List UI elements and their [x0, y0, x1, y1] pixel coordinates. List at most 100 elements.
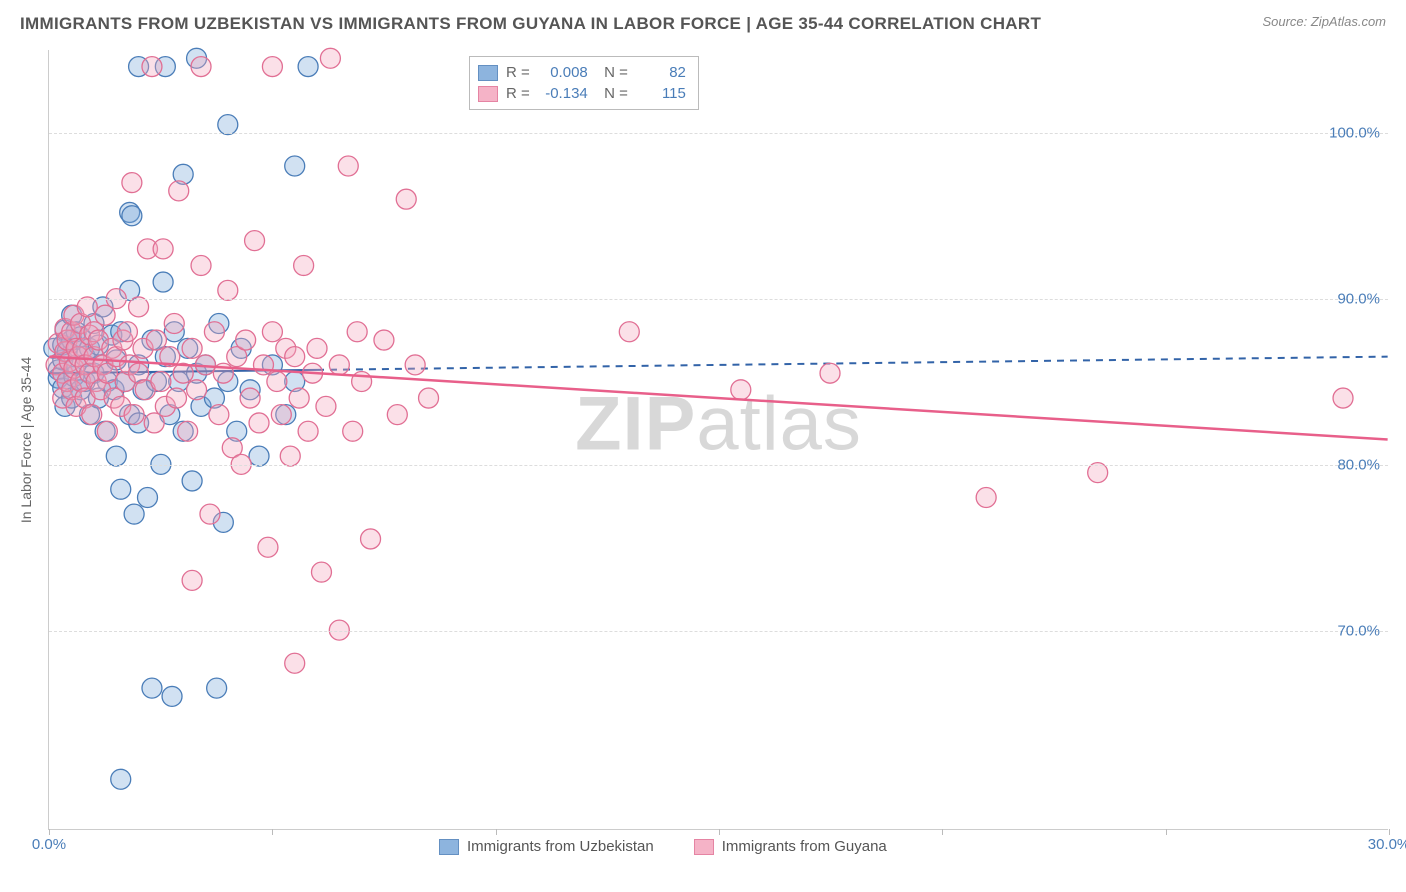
gridline-h	[49, 299, 1388, 300]
scatter-point	[200, 504, 220, 524]
scatter-point	[289, 388, 309, 408]
scatter-point	[111, 769, 131, 789]
scatter-point	[169, 181, 189, 201]
x-tick-mark	[272, 829, 273, 835]
scatter-point	[97, 421, 117, 441]
scatter-point	[191, 57, 211, 77]
scatter-point	[182, 570, 202, 590]
scatter-point	[285, 347, 305, 367]
x-tick-mark	[1389, 829, 1390, 835]
x-tick-mark	[1166, 829, 1167, 835]
scatter-point	[307, 338, 327, 358]
scatter-point	[374, 330, 394, 350]
scatter-point	[262, 322, 282, 342]
scatter-point	[218, 280, 238, 300]
gridline-h	[49, 465, 1388, 466]
scatter-point	[82, 405, 102, 425]
scatter-point	[167, 388, 187, 408]
scatter-point	[419, 388, 439, 408]
x-tick-mark	[719, 829, 720, 835]
scatter-point	[976, 488, 996, 508]
gridline-h	[49, 133, 1388, 134]
scatter-point	[262, 57, 282, 77]
scatter-point	[124, 504, 144, 524]
legend-label-1: Immigrants from Guyana	[722, 838, 887, 855]
scatter-point	[178, 421, 198, 441]
scatter-point	[820, 363, 840, 383]
scatter-point	[207, 678, 227, 698]
scatter-point	[182, 338, 202, 358]
scatter-point	[361, 529, 381, 549]
scatter-point	[240, 388, 260, 408]
scatter-point	[396, 189, 416, 209]
scatter-point	[311, 562, 331, 582]
y-tick-label: 100.0%	[1329, 124, 1380, 141]
stats-row-1: R = -0.134 N = 115	[478, 83, 686, 104]
bottom-legend: Immigrants from Uzbekistan Immigrants fr…	[439, 838, 887, 855]
scatter-point	[106, 446, 126, 466]
scatter-point	[285, 653, 305, 673]
scatter-point	[142, 678, 162, 698]
scatter-point	[387, 405, 407, 425]
y-axis-title: In Labor Force | Age 35-44	[18, 357, 34, 523]
title-bar: IMMIGRANTS FROM UZBEKISTAN VS IMMIGRANTS…	[0, 0, 1406, 44]
scatter-point	[347, 322, 367, 342]
legend-item-0: Immigrants from Uzbekistan	[439, 838, 654, 855]
scatter-point	[253, 355, 273, 375]
scatter-point	[249, 413, 269, 433]
n-label-1: N =	[596, 85, 628, 102]
scatter-point	[320, 48, 340, 68]
plot-area: ZIPatlas R = 0.008 N = 82 R = -0.134 N =…	[48, 50, 1388, 830]
scatter-point	[151, 372, 171, 392]
r-val-0: 0.008	[538, 64, 588, 81]
scatter-point	[122, 173, 142, 193]
legend-swatch-0	[439, 839, 459, 855]
scatter-point	[187, 380, 207, 400]
scatter-point	[285, 156, 305, 176]
r-label-1: R =	[506, 85, 530, 102]
scatter-point	[138, 488, 158, 508]
scatter-point	[164, 313, 184, 333]
chart-title: IMMIGRANTS FROM UZBEKISTAN VS IMMIGRANTS…	[20, 14, 1041, 34]
y-tick-label: 90.0%	[1337, 290, 1380, 307]
scatter-point	[619, 322, 639, 342]
scatter-point	[258, 537, 278, 557]
scatter-point	[117, 322, 137, 342]
legend-swatch-1	[694, 839, 714, 855]
scatter-point	[298, 57, 318, 77]
scatter-point	[316, 396, 336, 416]
legend-item-1: Immigrants from Guyana	[694, 838, 887, 855]
scatter-point	[209, 405, 229, 425]
scatter-point	[271, 405, 291, 425]
r-val-1: -0.134	[538, 85, 588, 102]
scatter-point	[329, 355, 349, 375]
scatter-point	[249, 446, 269, 466]
gridline-h	[49, 631, 1388, 632]
scatter-point	[191, 255, 211, 275]
scatter-point	[124, 405, 144, 425]
scatter-point	[298, 421, 318, 441]
scatter-point	[405, 355, 425, 375]
trend-line-dashed	[317, 357, 1388, 370]
scatter-point	[153, 272, 173, 292]
scatter-point	[153, 239, 173, 259]
y-tick-label: 70.0%	[1337, 622, 1380, 639]
scatter-point	[267, 372, 287, 392]
n-val-1: 115	[636, 85, 686, 102]
scatter-point	[245, 231, 265, 251]
swatch-1	[478, 86, 498, 102]
swatch-0	[478, 65, 498, 81]
scatter-point	[1333, 388, 1353, 408]
scatter-point	[343, 421, 363, 441]
scatter-point	[218, 115, 238, 135]
x-tick-label: 30.0%	[1368, 836, 1406, 853]
scatter-point	[122, 206, 142, 226]
scatter-point	[142, 57, 162, 77]
scatter-point	[731, 380, 751, 400]
n-val-0: 82	[636, 64, 686, 81]
n-label-0: N =	[596, 64, 628, 81]
scatter-point	[182, 471, 202, 491]
x-tick-label: 0.0%	[32, 836, 66, 853]
r-label-0: R =	[506, 64, 530, 81]
stats-row-0: R = 0.008 N = 82	[478, 62, 686, 83]
